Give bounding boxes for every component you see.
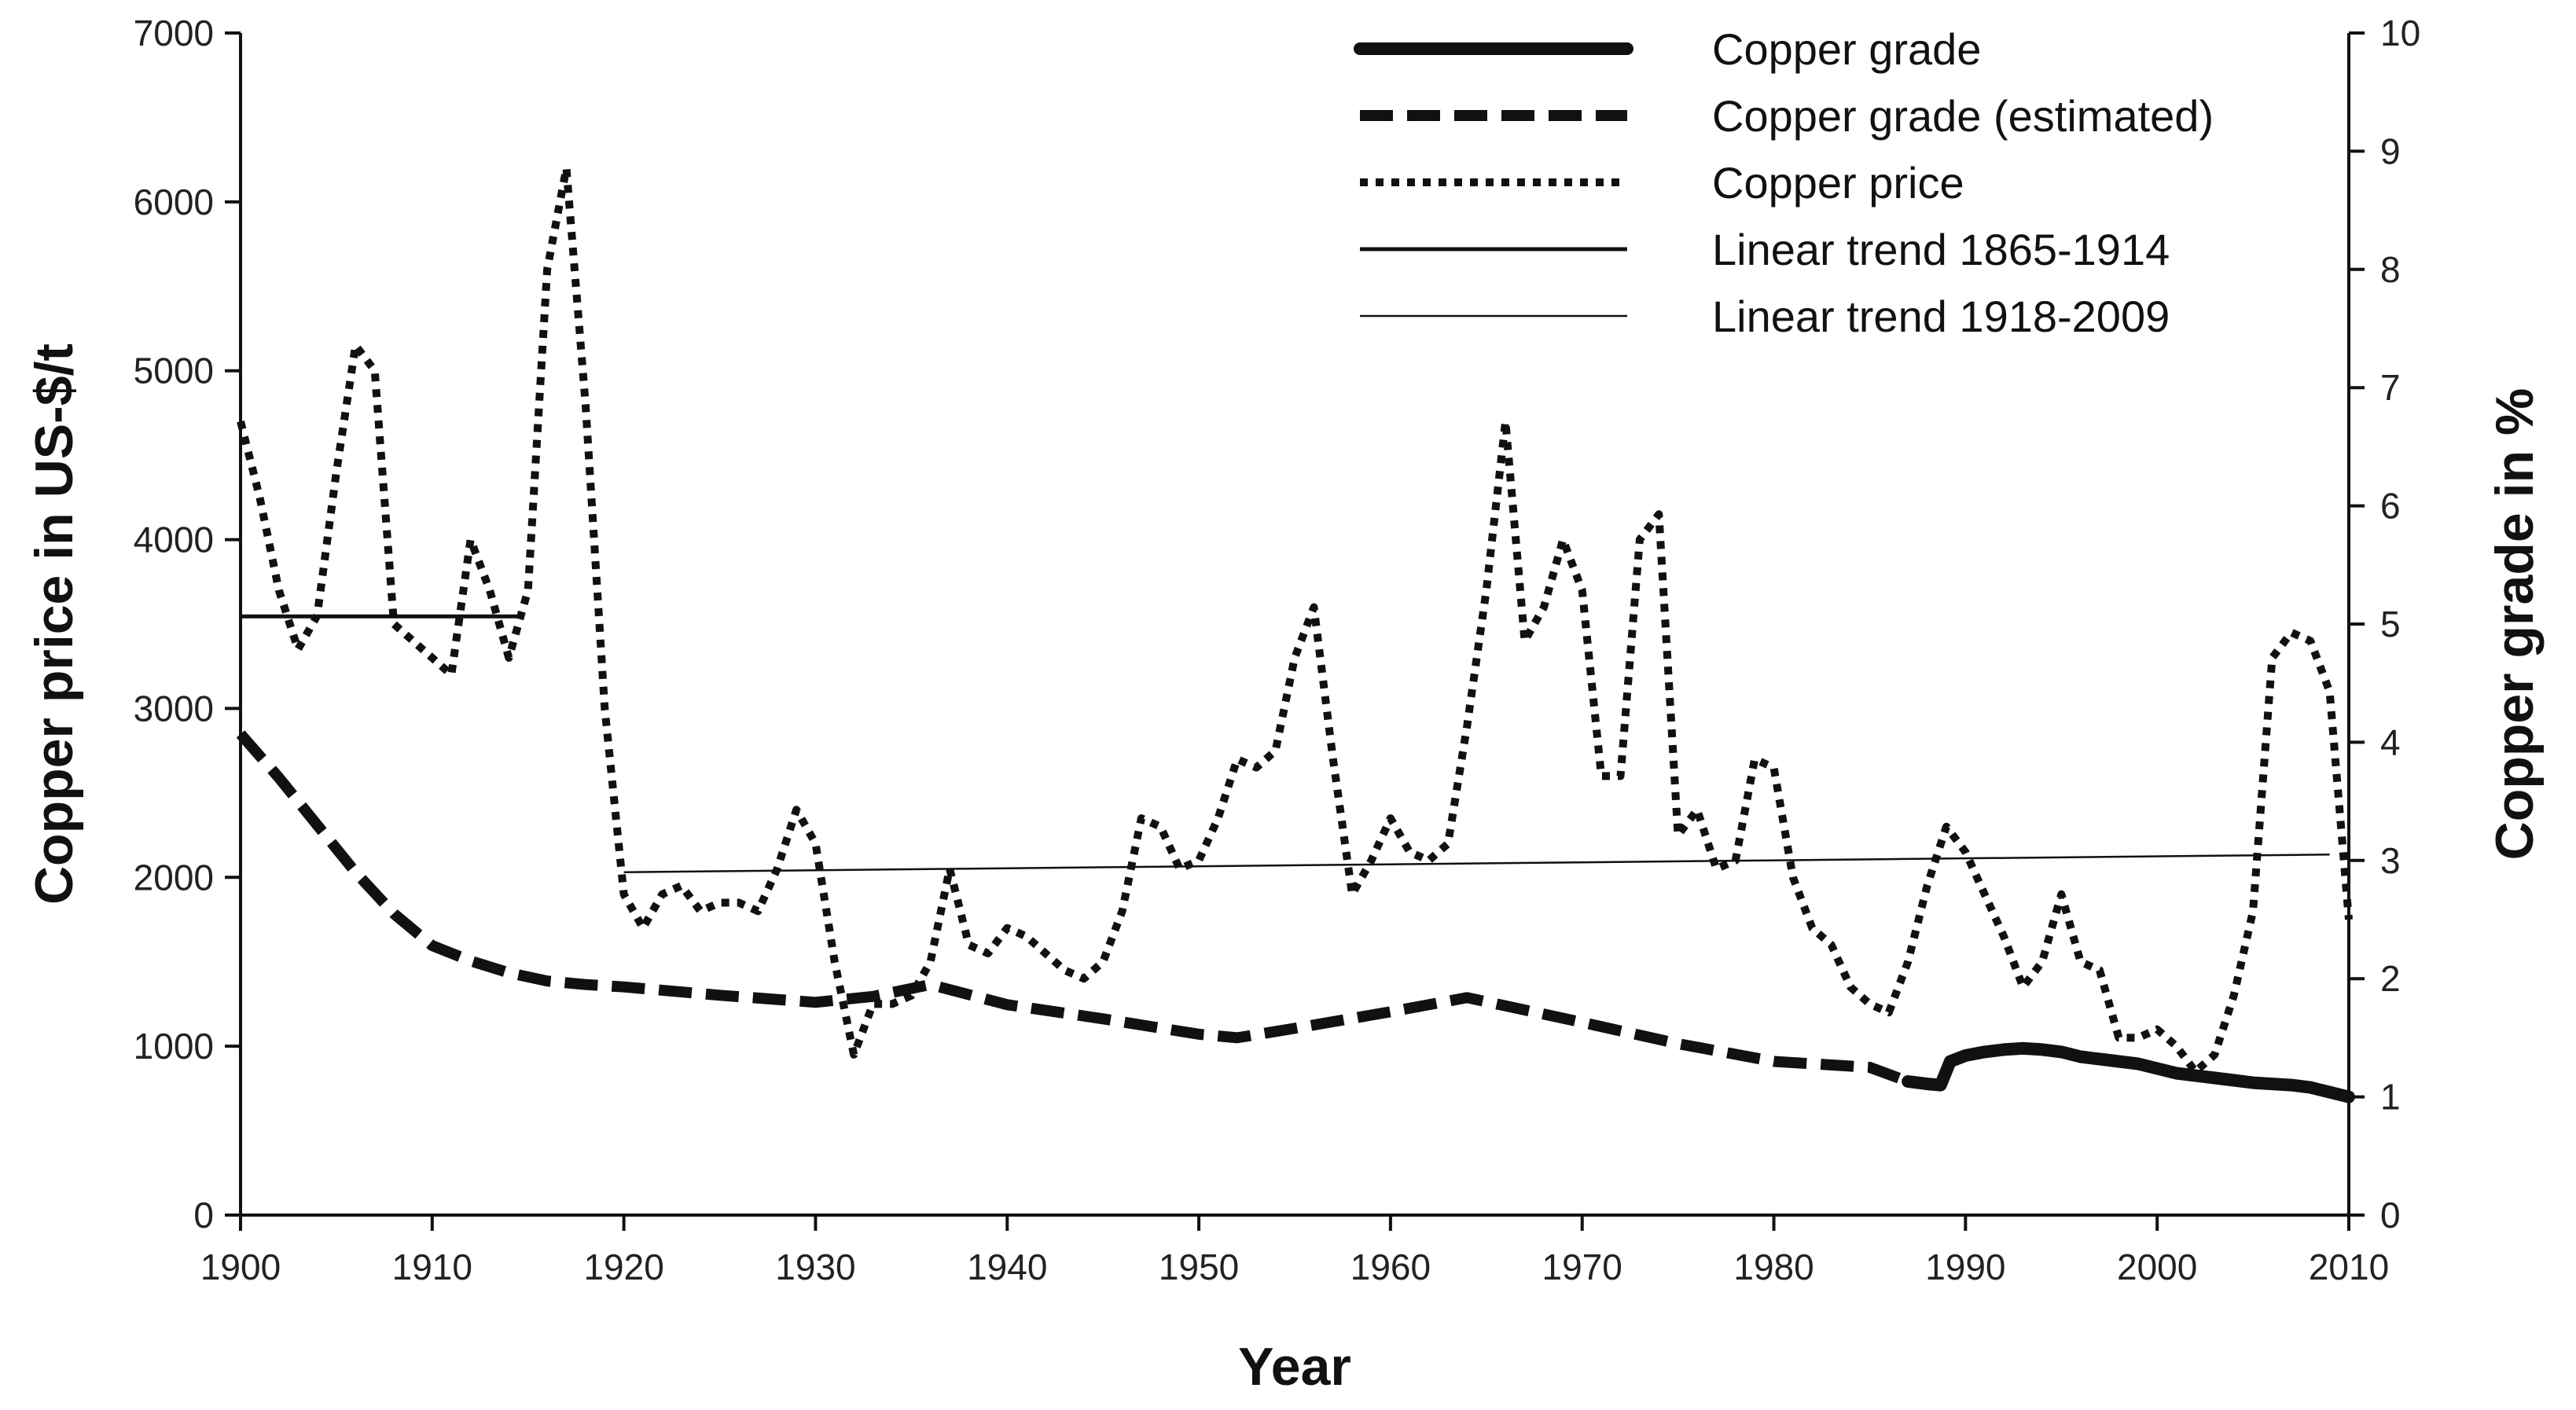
y-left-tick-label: 6000	[134, 182, 214, 222]
legend-label-copper-grade-estimated: Copper grade (estimated)	[1712, 91, 2214, 141]
y-right-tick-label: 6	[2380, 486, 2401, 527]
x-tick-label: 1940	[967, 1247, 1047, 1287]
y-left-tick-label: 5000	[134, 351, 214, 391]
series-copper-grade	[1902, 1041, 2355, 1103]
x-tick-label: 1970	[1542, 1247, 1622, 1287]
series-copper-grade-estimated	[236, 730, 1910, 1087]
y-right-tick-label: 7	[2380, 367, 2401, 408]
series-layer	[236, 163, 2355, 1103]
y-left-tick-label: 7000	[134, 13, 214, 53]
legend-label-copper-price: Copper price	[1712, 158, 1964, 207]
y-right-tick-label: 5	[2380, 604, 2401, 644]
y-left-axis-title: Copper price in US-$/t	[24, 343, 84, 905]
x-axis-title: Year	[1238, 1337, 1351, 1397]
legend-label-linear-trend-1865-1914: Linear trend 1865-1914	[1712, 225, 2170, 274]
series-copper-price	[237, 163, 2353, 1076]
x-tick-label: 2000	[2117, 1247, 2197, 1287]
legend: Copper grade Copper grade (estimated) Copp…	[1354, 24, 2214, 341]
y-right-tick-label: 4	[2380, 722, 2401, 762]
x-tick-label: 1910	[392, 1247, 472, 1287]
x-tick-label: 1950	[1159, 1247, 1239, 1287]
x-tick-label: 1990	[1925, 1247, 2005, 1287]
y-right-tick-label: 1	[2380, 1077, 2401, 1118]
y-right-tick-label: 10	[2380, 13, 2420, 53]
axes: 1900 1910 1920 1930 1940 1950 1960 1970 1980 1990…	[134, 13, 2421, 1287]
y-left-tick-label: 2000	[134, 857, 214, 898]
y-left-tick-label: 4000	[134, 520, 214, 560]
x-tick-label: 1980	[1733, 1247, 1813, 1287]
series-linear-trend-1918-2009	[623, 854, 2330, 874]
y-right-axis-title: Copper grade in %	[2485, 388, 2545, 861]
y-right-tick-label: 3	[2380, 840, 2401, 881]
x-tick-label: 1930	[775, 1247, 855, 1287]
y-left-tick-label: 0	[193, 1195, 214, 1236]
y-right-tick-label: 9	[2380, 130, 2401, 171]
legend-label-linear-trend-1918-2009: Linear trend 1918-2009	[1712, 292, 2170, 341]
x-tick-label: 2010	[2309, 1247, 2389, 1287]
x-tick-label: 1960	[1350, 1247, 1431, 1287]
y-left-tick-label: 3000	[134, 688, 214, 729]
x-tick-label: 1900	[200, 1247, 281, 1287]
axis-labels: Year Copper price in US-$/t Copper grade i…	[24, 343, 2545, 1397]
y-right-tick-label: 2	[2380, 958, 2401, 999]
y-right-tick-label: 0	[2380, 1195, 2401, 1236]
legend-label-copper-grade: Copper grade	[1712, 24, 1981, 74]
y-left-tick-label: 1000	[134, 1026, 214, 1067]
x-tick-label: 1920	[583, 1247, 663, 1287]
y-right-tick-label: 8	[2380, 249, 2401, 290]
